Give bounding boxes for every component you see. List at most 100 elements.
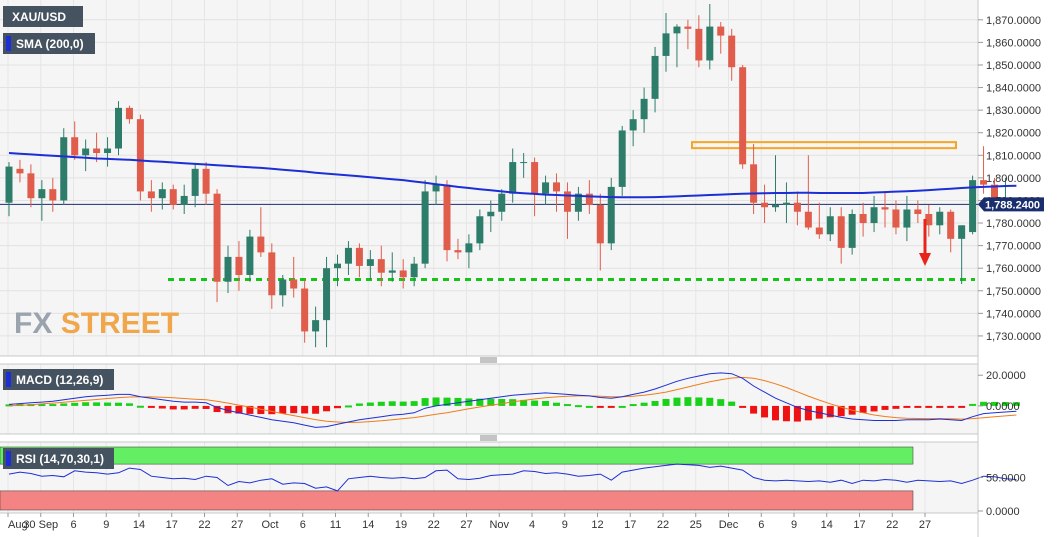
symbol-badge-background bbox=[3, 6, 83, 27]
bearish-arrow-head bbox=[919, 253, 931, 266]
sma-color-swatch bbox=[6, 36, 11, 51]
x-tick-label: 14 bbox=[133, 519, 145, 531]
watermark-street: STREET bbox=[61, 307, 179, 340]
macd-histogram-bar bbox=[104, 402, 112, 406]
macd-histogram-bar bbox=[301, 405, 309, 414]
macd-histogram-bar bbox=[793, 405, 801, 422]
macd-pane-resize-handle[interactable] bbox=[480, 435, 497, 441]
macd-histogram-bar bbox=[607, 405, 615, 408]
candle-body bbox=[279, 279, 287, 296]
macd-histogram-bar bbox=[531, 400, 539, 406]
macd-histogram-bar bbox=[662, 399, 670, 406]
macd-histogram-bar bbox=[596, 405, 604, 408]
candle-body bbox=[739, 67, 747, 165]
macd-histogram-bar bbox=[93, 402, 101, 406]
macd-histogram-bar bbox=[684, 397, 692, 406]
candle-body bbox=[169, 189, 177, 205]
candle-body bbox=[191, 168, 199, 196]
macd-signal-line bbox=[8, 376, 1017, 424]
x-tick-label: 25 bbox=[690, 519, 702, 531]
main-y-tick-label: 1,830.0000 bbox=[986, 105, 1041, 117]
macd-histogram-bar bbox=[947, 405, 955, 408]
candle-body bbox=[618, 130, 626, 187]
macd-histogram-bar bbox=[202, 405, 210, 409]
macd-histogram-bar bbox=[640, 402, 648, 406]
macd-histogram-bar bbox=[410, 401, 418, 406]
candle-body bbox=[640, 98, 648, 120]
candle-body bbox=[509, 162, 517, 194]
candle-body bbox=[487, 211, 495, 217]
candle-body bbox=[870, 207, 878, 224]
macd-histogram-bar bbox=[60, 403, 68, 406]
candle-body bbox=[465, 243, 473, 253]
macd-histogram-bar bbox=[651, 400, 659, 406]
symbol-badge[interactable]: XAU/USD bbox=[3, 6, 83, 27]
candle-body bbox=[202, 168, 210, 194]
macd-badge[interactable]: MACD (12,26,9) bbox=[3, 369, 114, 390]
x-tick-label: 22 bbox=[198, 519, 210, 531]
candle-body bbox=[717, 26, 725, 36]
candle-body bbox=[158, 189, 166, 199]
x-tick-label: 14 bbox=[362, 519, 374, 531]
macd-histogram-bar bbox=[553, 402, 560, 406]
rsi-oversold-zone bbox=[0, 490, 914, 511]
macd-histogram-bar bbox=[421, 398, 429, 406]
candle-body bbox=[881, 207, 889, 210]
candle-body bbox=[104, 148, 112, 154]
x-tick-label: 22 bbox=[657, 519, 669, 531]
macd-histogram-bar bbox=[881, 405, 889, 410]
candle-body bbox=[432, 184, 440, 192]
candle-body bbox=[903, 209, 911, 228]
x-tick-label: 17 bbox=[166, 519, 178, 531]
candle-body bbox=[180, 195, 188, 205]
candle-body bbox=[355, 247, 363, 266]
candle-body bbox=[27, 173, 35, 199]
candle-body bbox=[563, 191, 571, 212]
candle-body bbox=[892, 209, 900, 228]
candle-body bbox=[421, 191, 429, 264]
x-tick-label: 11 bbox=[330, 519, 341, 531]
candle-body bbox=[542, 182, 550, 194]
candle-body bbox=[662, 33, 670, 56]
candle-body bbox=[71, 137, 79, 156]
x-tick-label: Oct bbox=[261, 519, 278, 531]
x-tick-label: 14 bbox=[821, 519, 833, 531]
candle-body bbox=[837, 216, 845, 248]
macd-histogram-bar bbox=[837, 405, 845, 417]
last-price-value: 1,788.2400 bbox=[985, 199, 1040, 211]
macd-histogram-bar bbox=[815, 405, 823, 419]
main-y-tick-label: 1,800.0000 bbox=[986, 173, 1041, 185]
macd-histogram-bar bbox=[290, 405, 298, 414]
main-y-tick-label: 1,740.0000 bbox=[986, 308, 1041, 320]
macd-histogram-bar bbox=[257, 405, 265, 415]
macd-histogram-bar bbox=[991, 401, 998, 406]
main-pane-marks bbox=[0, 4, 1020, 348]
rsi-line bbox=[8, 463, 1017, 492]
rsi-y-tick-label: 50.0000 bbox=[986, 473, 1026, 485]
x-tick-label: 27 bbox=[919, 519, 931, 531]
x-tick-label: 17 bbox=[853, 519, 865, 531]
candle-body bbox=[498, 193, 506, 212]
macd-histogram-bar bbox=[750, 405, 758, 414]
candle-body bbox=[213, 193, 221, 282]
macd-histogram-bar bbox=[1001, 402, 1009, 406]
main-gridlines bbox=[0, 0, 978, 356]
candle-body bbox=[629, 119, 637, 131]
macd-pane-marks bbox=[5, 372, 1020, 428]
candle-body bbox=[574, 193, 582, 212]
candle-body bbox=[706, 26, 714, 61]
macd-histogram-bar bbox=[399, 401, 407, 406]
x-tick-label: 9 bbox=[791, 519, 797, 531]
candle-body bbox=[290, 279, 298, 289]
main-pane-resize-handle[interactable] bbox=[480, 357, 497, 363]
macd-histogram-bar bbox=[958, 405, 966, 408]
candle-body bbox=[761, 202, 769, 208]
candle-body bbox=[399, 270, 407, 278]
sma-badge[interactable]: SMA (200,0) bbox=[3, 33, 95, 54]
candle-body bbox=[673, 26, 681, 34]
candle-body bbox=[344, 247, 352, 264]
x-tick-label: Dec bbox=[719, 519, 739, 531]
macd-histogram-bar bbox=[125, 403, 133, 406]
rsi-badge[interactable]: RSI (14,70,30,1) bbox=[3, 448, 114, 469]
macd-histogram-bar bbox=[476, 398, 484, 406]
